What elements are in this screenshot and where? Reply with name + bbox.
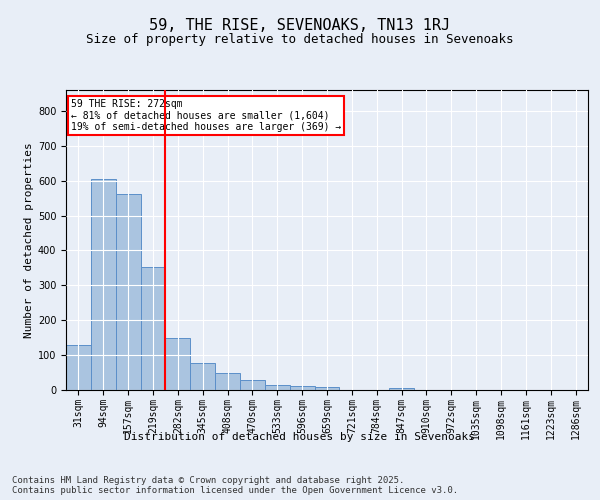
Bar [314,386,340,390]
Text: 59 THE RISE: 272sqm
← 81% of detached houses are smaller (1,604)
19% of semi-det: 59 THE RISE: 272sqm ← 81% of detached ho… [71,99,341,132]
Bar [215,374,240,390]
Bar [91,179,116,390]
Bar [140,267,166,390]
Bar [116,194,140,390]
Bar [290,386,314,390]
Y-axis label: Number of detached properties: Number of detached properties [23,142,34,338]
Bar [389,388,414,390]
Bar [240,380,265,390]
Text: Distribution of detached houses by size in Sevenoaks: Distribution of detached houses by size … [125,432,476,442]
Bar [66,346,91,390]
Text: Contains HM Land Registry data © Crown copyright and database right 2025.
Contai: Contains HM Land Registry data © Crown c… [12,476,458,495]
Bar [265,386,290,390]
Bar [166,338,190,390]
Bar [190,363,215,390]
Text: Size of property relative to detached houses in Sevenoaks: Size of property relative to detached ho… [86,32,514,46]
Text: 59, THE RISE, SEVENOAKS, TN13 1RJ: 59, THE RISE, SEVENOAKS, TN13 1RJ [149,18,451,32]
